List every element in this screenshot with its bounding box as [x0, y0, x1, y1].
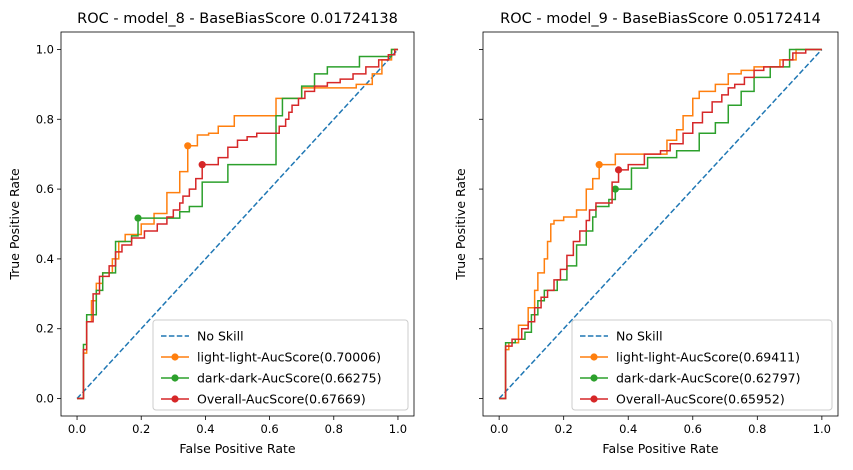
- series-line-2: [77, 48, 398, 400]
- x-tick-label: 0.4: [196, 422, 214, 436]
- legend-marker-3: [171, 395, 179, 403]
- x-axis-label: False Positive Rate: [179, 441, 295, 456]
- x-tick-label: 0.6: [260, 422, 278, 436]
- y-tick-label: 0.8: [36, 112, 54, 126]
- y-axis-label: True Positive Rate: [7, 168, 22, 281]
- legend-marker-1: [171, 353, 179, 361]
- x-tick-label: 0.2: [132, 422, 150, 436]
- roc-panel-model-9: ROC - model_9 - BaseBiasScore 0.05172414…: [453, 11, 839, 456]
- legend-marker-2: [171, 374, 179, 382]
- y-tick-label: 1.0: [36, 42, 54, 56]
- legend-marker-1: [590, 353, 598, 361]
- legend-label-3: Overall-AucScore(0.65952): [616, 392, 785, 407]
- series-marker-3: [614, 166, 623, 174]
- legend-label-1: light-light-AucScore(0.70006): [197, 350, 381, 365]
- chart-title: ROC - model_9 - BaseBiasScore 0.05172414: [500, 11, 821, 27]
- y-axis-label: True Positive Rate: [453, 168, 468, 281]
- y-tick-label: 0.4: [36, 252, 54, 266]
- series-marker-3: [198, 161, 206, 169]
- legend-label-0: No Skill: [616, 329, 663, 344]
- legend-box: [152, 319, 409, 411]
- axes-frame: [60, 31, 415, 417]
- series-line-1: [499, 48, 822, 400]
- series-line-0: [498, 48, 823, 400]
- plot-area: [498, 48, 823, 400]
- series-line-2: [499, 48, 822, 400]
- x-tick-label: 1.0: [389, 422, 407, 436]
- y-tick-label: 0.2: [36, 322, 54, 336]
- legend-label-0: No Skill: [197, 329, 244, 344]
- legend-box: [571, 319, 833, 411]
- x-tick-label: 0.4: [619, 422, 637, 436]
- series-marker-2: [611, 185, 619, 193]
- x-tick-label: 0.2: [555, 422, 573, 436]
- series-marker-1: [184, 142, 192, 150]
- x-tick-label: 0.8: [748, 422, 766, 436]
- x-tick-label: 0.0: [68, 422, 86, 436]
- series-line-1: [77, 48, 398, 400]
- series-line-0: [76, 48, 399, 400]
- legend-label-2: dark-dark-AucScore(0.62797): [616, 371, 801, 386]
- legend-label-1: light-light-AucScore(0.69411): [616, 350, 800, 365]
- x-tick-label: 0.8: [325, 422, 343, 436]
- legend-label-3: Overall-AucScore(0.67669): [197, 392, 366, 407]
- series-marker-2: [134, 214, 142, 222]
- y-tick-label: 0.0: [36, 392, 54, 406]
- roc-panel-model-8: ROC - model_8 - BaseBiasScore 0.01724138…: [7, 11, 415, 456]
- x-axis-label: False Positive Rate: [602, 441, 718, 456]
- x-tick-label: 1.0: [813, 422, 831, 436]
- legend-marker-3: [590, 395, 598, 403]
- plot-area: [76, 48, 399, 400]
- series-marker-1: [595, 161, 603, 169]
- y-tick-label: 0.6: [36, 182, 54, 196]
- legend-marker-2: [590, 374, 598, 382]
- series-line-3: [499, 48, 822, 400]
- x-tick-label: 0.0: [490, 422, 508, 436]
- series-line-3: [77, 48, 398, 400]
- axes-frame: [482, 31, 839, 417]
- legend-label-2: dark-dark-AucScore(0.66275): [197, 371, 382, 386]
- chart-title: ROC - model_8 - BaseBiasScore 0.01724138: [77, 11, 398, 27]
- x-tick-label: 0.6: [684, 422, 702, 436]
